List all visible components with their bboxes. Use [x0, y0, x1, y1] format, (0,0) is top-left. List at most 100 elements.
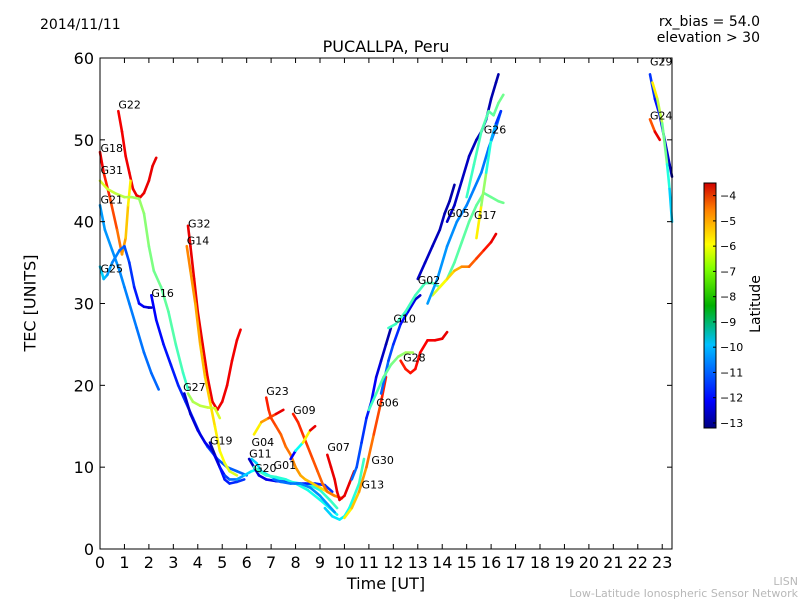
params-block: rx_bias = 54.0 elevation > 30 [657, 14, 760, 46]
series-segment-g17 [438, 277, 449, 289]
series-segment-g22 [151, 156, 158, 168]
series-segment-g14 [185, 244, 192, 273]
series-segment-g20 [264, 474, 278, 479]
series-segment-g16 [162, 343, 173, 367]
series-segment-g16 [176, 384, 187, 404]
x-tick-label: 0 [95, 553, 105, 572]
series-segment-g16 [154, 318, 165, 346]
satellite-label-g02: G02 [418, 274, 441, 287]
series-segment-g31 [167, 310, 178, 346]
series-segment-g26 [494, 73, 500, 84]
series-segment-g21 [103, 228, 114, 252]
series-segment-g14 [203, 375, 212, 404]
series-segment-g13 [352, 482, 361, 498]
series-segment-g06 [350, 465, 358, 481]
series-segment-g26 [489, 81, 498, 101]
x-tick-label: 18 [530, 553, 550, 572]
series-segment-g29b [656, 97, 664, 125]
series-segment-g11 [323, 483, 334, 494]
satellite-label-g29: G29 [650, 55, 673, 68]
colorbar-tick-label: −13 [720, 417, 743, 430]
series-segment-g05b [472, 171, 483, 191]
series-segment-g18 [124, 204, 130, 240]
series-segment-g13 [348, 494, 356, 510]
series-segment-g31 [137, 197, 146, 215]
x-tick-label: 22 [628, 553, 648, 572]
satellite-label-g17: G17 [474, 209, 497, 222]
x-tick-label: 11 [359, 553, 379, 572]
series-segment-g28 [399, 359, 407, 371]
series-segment-g21 [150, 371, 160, 391]
series-segment-g21 [135, 326, 146, 354]
colorbar-tick-label: −9 [720, 316, 736, 329]
series-segment-g14 [213, 424, 222, 453]
series-segment-g26 [467, 138, 478, 158]
series-segment-g07 [343, 482, 351, 498]
series-segment-g31 [174, 343, 185, 375]
series-segment-g30 [357, 465, 368, 494]
series-segment-g29b [651, 81, 659, 101]
series-segment-g07 [333, 478, 339, 494]
x-tick-label: 3 [168, 553, 178, 572]
colorbar-tick-label: −10 [720, 341, 743, 354]
rx-bias-label: rx_bias = 54.0 [658, 14, 760, 30]
chart-title: PUCALLPA, Peru [322, 37, 450, 56]
series-segment-g06 [374, 359, 383, 379]
series-segment-g05 [443, 199, 451, 215]
series-segment-g09b [301, 429, 312, 444]
series-segment-g16 [169, 363, 180, 387]
series-segment-g31 [113, 191, 126, 199]
series-segment-g20 [274, 475, 288, 481]
satellite-label-g31: G31 [100, 164, 123, 177]
series-segment-g32 [235, 328, 242, 342]
series-segment-g30 [372, 400, 383, 436]
series-segment-g26c [484, 138, 493, 174]
y-tick-label: 30 [74, 295, 94, 314]
x-tick-label: 10 [334, 553, 354, 572]
satellite-label-g24: G24 [650, 109, 673, 122]
series-segment-g31 [98, 179, 109, 191]
series-segment-g10 [387, 343, 395, 363]
series-segment-g02 [489, 195, 500, 203]
series-segment-g02 [482, 191, 493, 199]
series-segment-g31 [152, 269, 163, 289]
series-segment-g26b [497, 93, 505, 105]
series-segment-g16 [150, 294, 158, 322]
series-segment-g22 [117, 109, 124, 133]
series-segment-g04 [318, 488, 332, 502]
series-segment-g14 [194, 302, 202, 346]
colorbar-tick-label: −8 [720, 291, 736, 304]
series-segment-g26b [465, 163, 476, 199]
series-segment-g05 [431, 228, 442, 248]
series-segment-g05 [448, 183, 456, 203]
series-segment-g23 [274, 424, 283, 436]
satellite-label-g23: G23 [266, 385, 289, 398]
series-segment-g26 [445, 204, 456, 223]
series-segment-g26c [475, 204, 483, 240]
series-segment-g17 [453, 265, 464, 273]
series-segment-g10 [406, 298, 417, 313]
series-segment-g10 [414, 294, 422, 301]
satellite-label-g05: G05 [447, 207, 470, 220]
colorbar [703, 182, 717, 429]
series-segment-g29b [660, 122, 669, 166]
series-segment-g23b [252, 420, 263, 436]
series-segment-g20 [257, 469, 268, 477]
series-layer [98, 73, 674, 521]
series-segment-g30 [350, 490, 361, 510]
series-segment-g06 [379, 343, 388, 363]
series-segment-g17 [431, 285, 442, 297]
series-segment-g05b [480, 146, 490, 174]
satellite-label-g13: G13 [362, 478, 385, 491]
series-segment-g14 [228, 469, 239, 477]
series-segment-g31 [159, 285, 170, 313]
series-segment-g09 [306, 445, 314, 461]
series-segment-g10 [392, 322, 402, 346]
satellite-label-g21: G21 [100, 194, 123, 207]
series-segment-g28 [418, 339, 429, 354]
series-segment-g29b [665, 163, 671, 191]
series-segment-g07 [326, 453, 333, 469]
satellite-label-g04: G04 [252, 436, 275, 449]
series-segment-g26c [494, 109, 503, 125]
series-segment-g19 [242, 469, 253, 477]
